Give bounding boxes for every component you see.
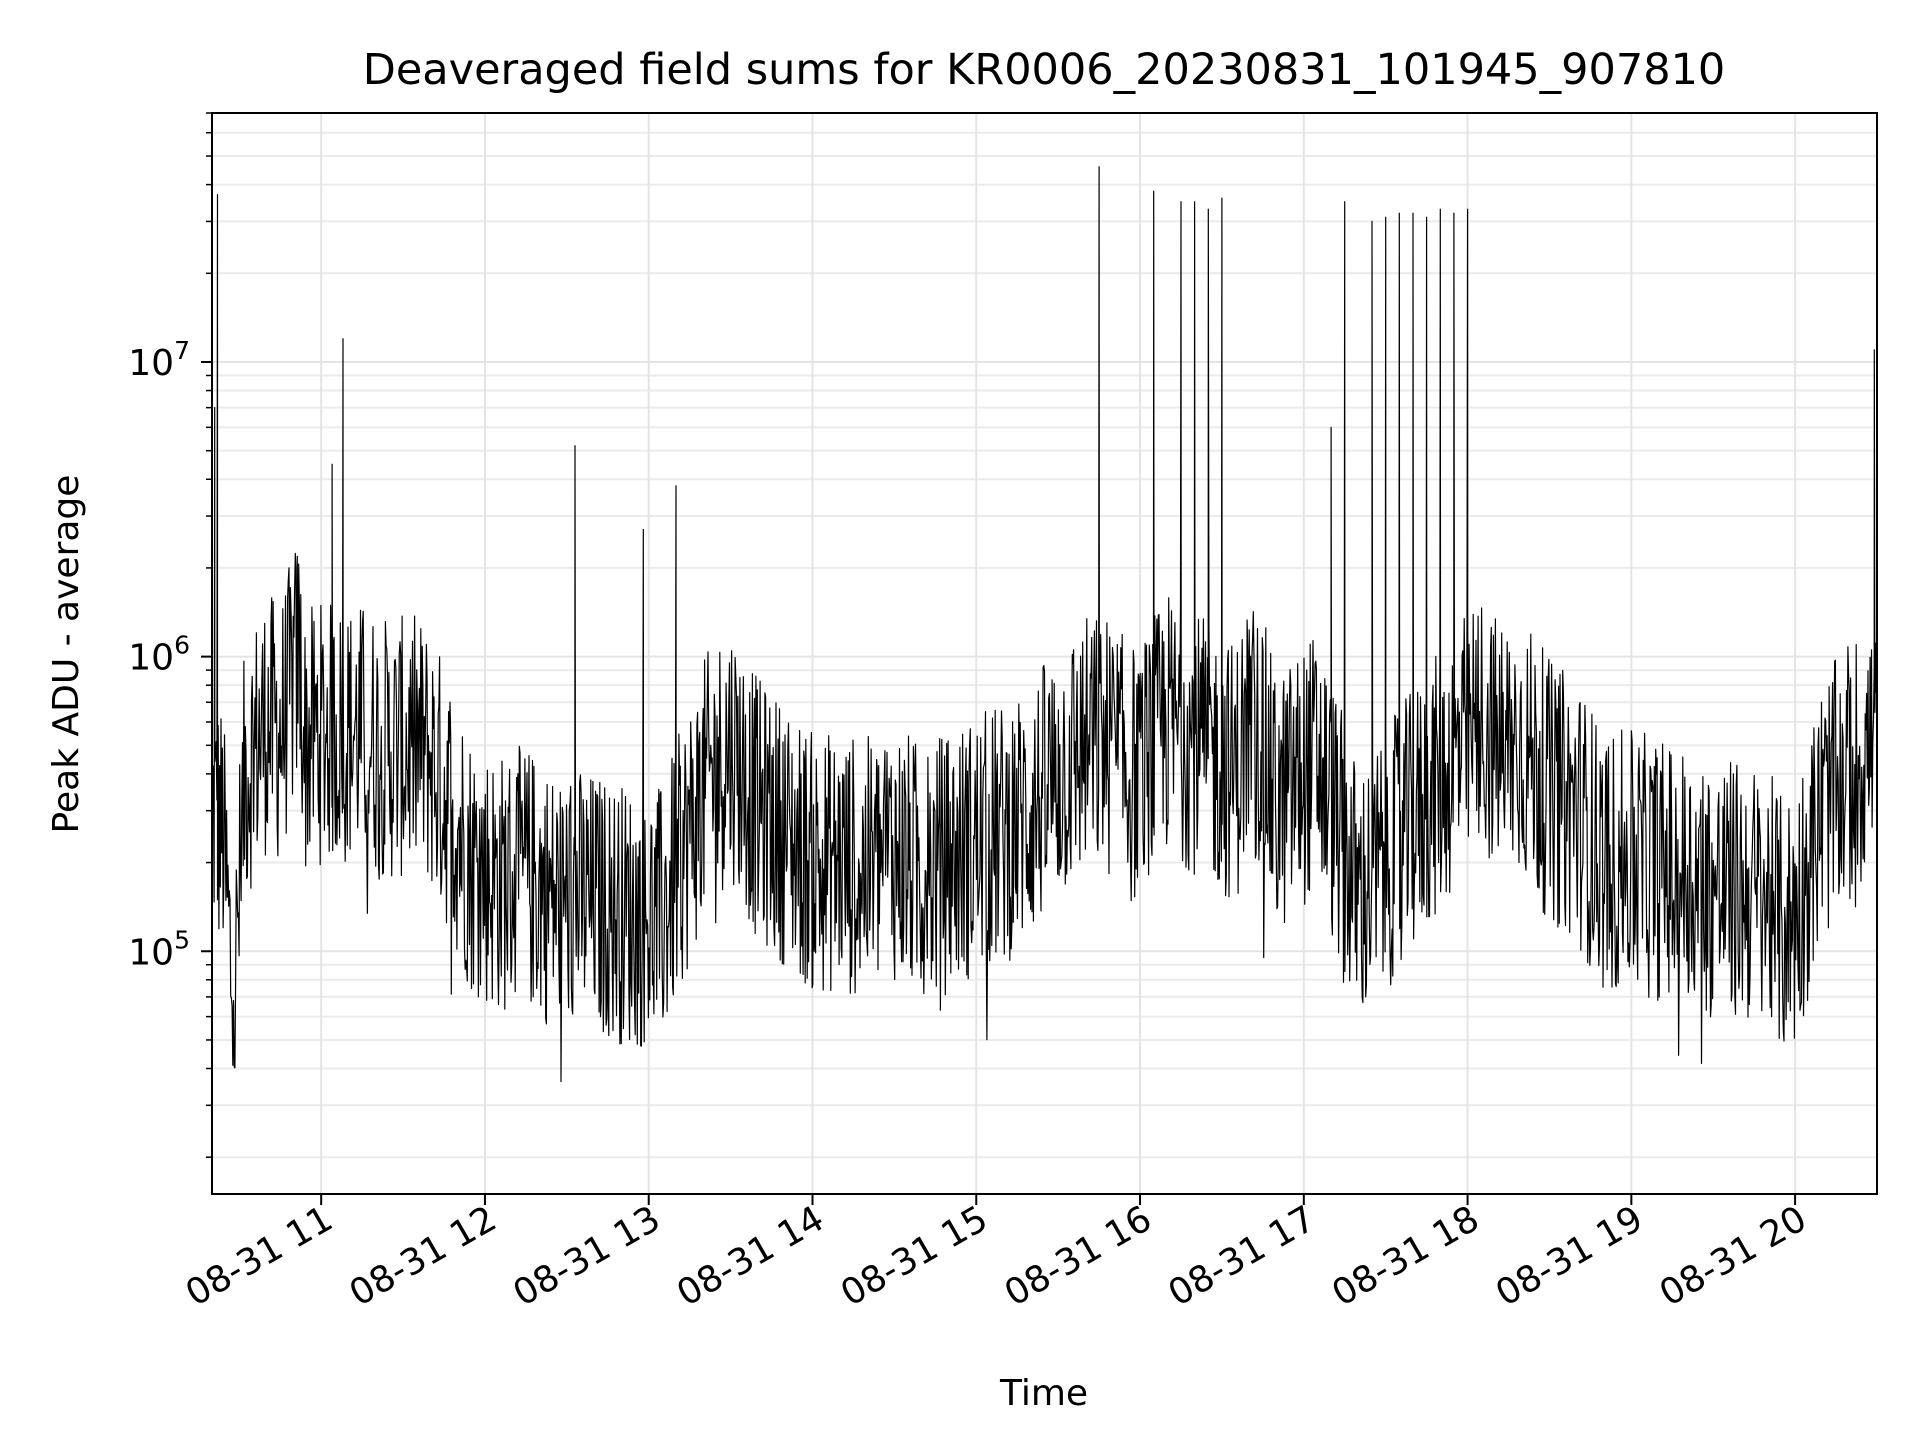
y-tick-base: 10 — [128, 343, 174, 384]
series-line — [211, 166, 1878, 1083]
minor-gridlines — [212, 112, 1877, 1159]
x-tick-label: 08-31 20 — [1653, 1198, 1814, 1314]
x-tick-label: 08-31 14 — [670, 1198, 831, 1314]
x-tick-label: 08-31 13 — [507, 1198, 668, 1314]
y-tick-exponent: 5 — [174, 925, 190, 954]
y-tick-exponent: 6 — [174, 631, 190, 660]
x-tick-label: 08-31 12 — [343, 1198, 504, 1314]
x-axis-label: Time — [999, 1373, 1088, 1414]
chart-title: Deaveraged field sums for KR0006_2023083… — [363, 45, 1726, 95]
x-axis: 08-31 11 08-31 12 08-31 13 08-31 14 08-31 15… — [179, 1194, 1814, 1315]
y-tick-base: 10 — [128, 932, 174, 973]
y-tick-label: 106 — [128, 631, 190, 679]
x-tick-label: 08-31 17 — [1162, 1198, 1323, 1314]
y-tick-base: 10 — [128, 638, 174, 679]
x-tick-label: 08-31 15 — [834, 1198, 995, 1314]
x-tick-label: 08-31 18 — [1325, 1198, 1486, 1314]
x-tick-label: 08-31 19 — [1489, 1198, 1650, 1314]
y-tick-exponent: 7 — [174, 336, 190, 365]
major-gridlines — [212, 113, 1877, 1194]
y-axis-label: Peak ADU - average — [46, 475, 87, 834]
y-tick-label: 107 — [128, 336, 190, 384]
plot-frame — [211, 112, 1878, 1195]
y-tick-label: 105 — [128, 925, 190, 973]
x-tick-label: 08-31 11 — [179, 1198, 340, 1314]
x-tick-label: 08-31 16 — [998, 1198, 1159, 1314]
